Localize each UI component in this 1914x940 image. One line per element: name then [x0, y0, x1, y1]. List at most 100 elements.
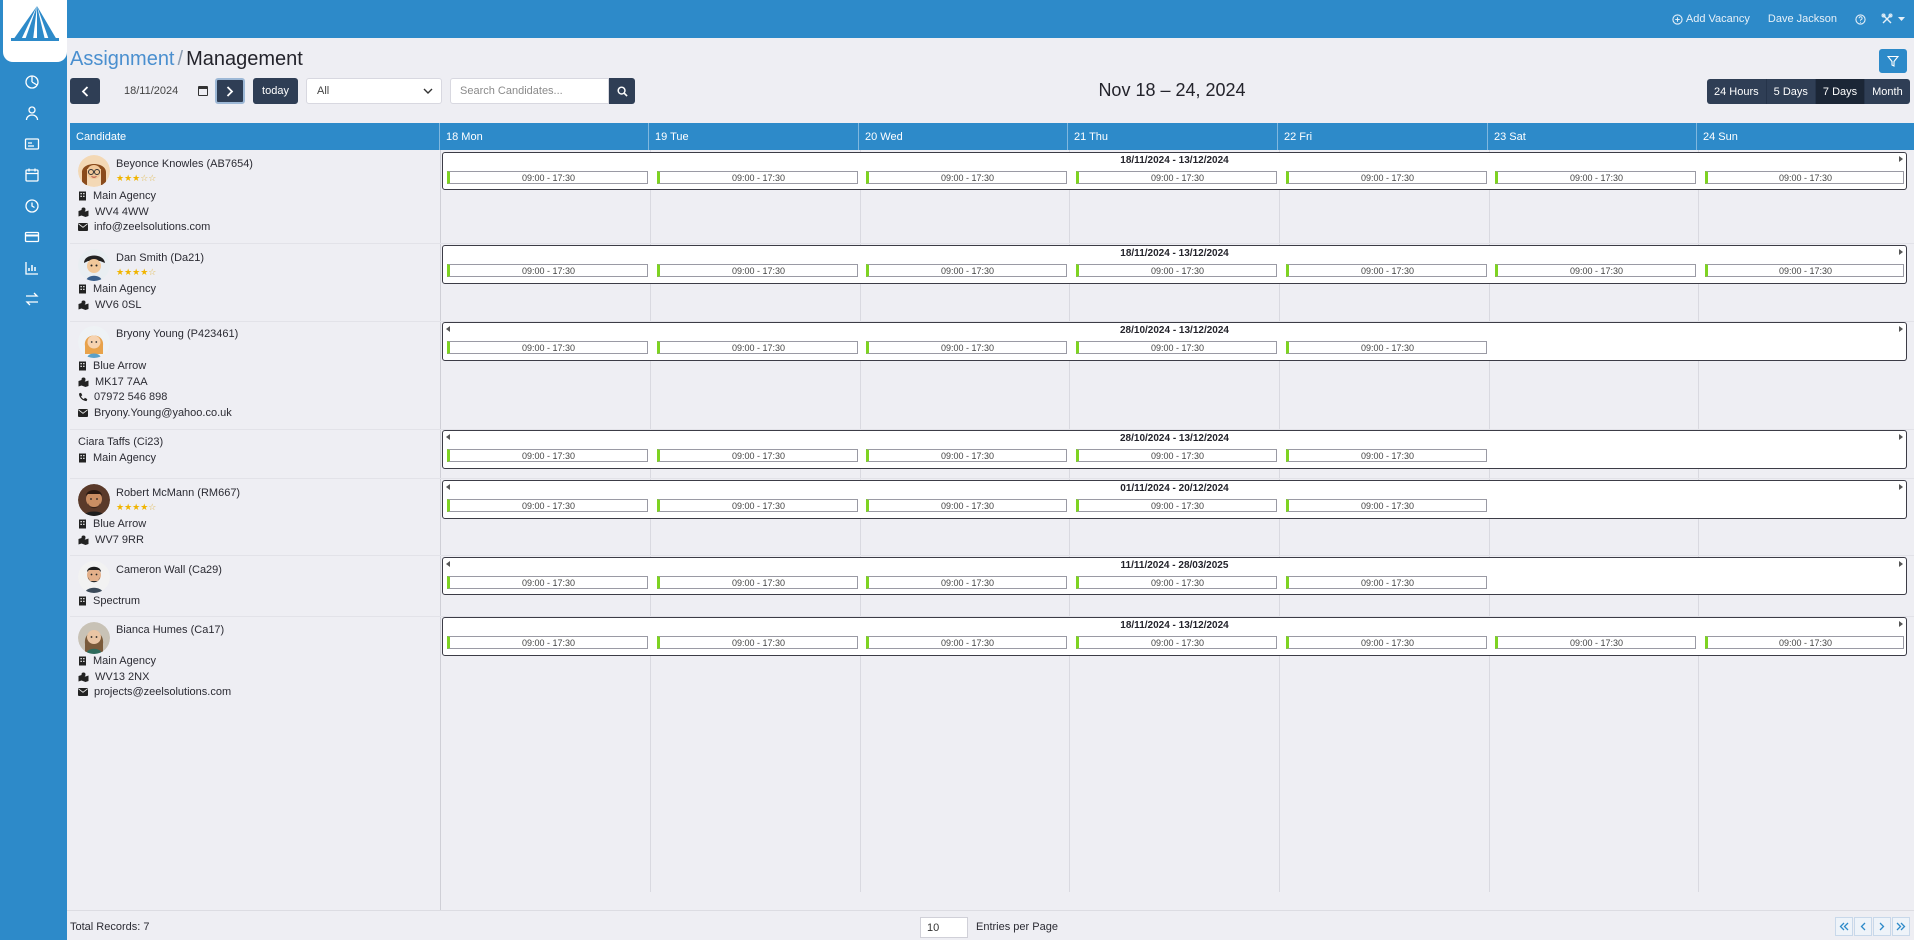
shift-block[interactable]: 09:00 - 17:30 — [1495, 171, 1696, 184]
shift-block[interactable]: 09:00 - 17:30 — [447, 499, 648, 512]
shift-block[interactable]: 09:00 - 17:30 — [1286, 576, 1487, 589]
shift-block[interactable]: 09:00 - 17:30 — [657, 499, 858, 512]
candidate-row[interactable]: Bryony Young (P423461) Blue Arrow MK17 7… — [70, 322, 440, 429]
candidate-name[interactable]: Beyonce Knowles (AB7654) — [116, 158, 253, 170]
shift-block[interactable]: 09:00 - 17:30 — [1495, 636, 1696, 649]
id-card-icon[interactable] — [24, 136, 40, 152]
shift-block[interactable]: 09:00 - 17:30 — [866, 171, 1067, 184]
prev-page-button[interactable] — [1854, 917, 1872, 936]
shift-block[interactable]: 09:00 - 17:30 — [657, 171, 858, 184]
clock-icon[interactable] — [24, 198, 40, 214]
next-page-button[interactable] — [1873, 917, 1891, 936]
assignment-bar[interactable]: 18/11/2024 - 13/12/2024 09:00 - 17:30 09… — [442, 245, 1907, 284]
candidate-row[interactable]: Bianca Humes (Ca17) Main Agency WV13 2NX… — [70, 617, 440, 707]
search-button[interactable] — [609, 78, 635, 104]
shift-block[interactable]: 09:00 - 17:30 — [1495, 264, 1696, 277]
view-5-days-button[interactable]: 5 Days — [1766, 79, 1816, 104]
shift-block[interactable]: 09:00 - 17:30 — [447, 264, 648, 277]
shift-block[interactable]: 09:00 - 17:30 — [447, 636, 648, 649]
shift-block[interactable]: 09:00 - 17:30 — [1286, 499, 1487, 512]
app-logo[interactable] — [3, 0, 67, 62]
assignment-bar[interactable]: 18/11/2024 - 13/12/2024 09:00 - 17:30 09… — [442, 152, 1907, 190]
email[interactable]: projects@zeelsolutions.com — [94, 686, 232, 698]
last-page-button[interactable] — [1892, 917, 1910, 936]
shift-block[interactable]: 09:00 - 17:30 — [447, 341, 648, 354]
search-input[interactable] — [450, 78, 609, 104]
shift-block[interactable]: 09:00 - 17:30 — [657, 636, 858, 649]
shift-block[interactable]: 09:00 - 17:30 — [866, 449, 1067, 462]
shift-block[interactable]: 09:00 - 17:30 — [1286, 341, 1487, 354]
calendar-picker-icon[interactable] — [198, 86, 208, 96]
assignment-bar[interactable]: 28/10/2024 - 13/12/2024 09:00 - 17:30 09… — [442, 430, 1907, 469]
chart-icon[interactable] — [24, 260, 40, 276]
transfer-icon[interactable] — [24, 291, 40, 307]
shift-block[interactable]: 09:00 - 17:30 — [1286, 449, 1487, 462]
shift-block[interactable]: 09:00 - 17:30 — [1705, 264, 1904, 277]
dashboard-icon[interactable] — [24, 74, 40, 90]
shift-block[interactable]: 09:00 - 17:30 — [657, 449, 858, 462]
shift-block[interactable]: 09:00 - 17:30 — [447, 449, 648, 462]
shift-block[interactable]: 09:00 - 17:30 — [1705, 171, 1904, 184]
shift-block[interactable]: 09:00 - 17:30 — [1286, 636, 1487, 649]
chevron-right-icon — [226, 85, 234, 97]
view-24-hours-button[interactable]: 24 Hours — [1707, 79, 1767, 104]
entries-per-page-input[interactable]: 10 — [920, 917, 968, 938]
shift-block[interactable]: 09:00 - 17:30 — [1705, 636, 1904, 649]
candidate-filter-select[interactable]: All — [306, 78, 442, 104]
filter-button[interactable] — [1879, 49, 1907, 73]
assignment-bar[interactable]: 01/11/2024 - 20/12/2024 09:00 - 17:30 09… — [442, 480, 1907, 519]
candidate-name[interactable]: Ciara Taffs (Ci23) — [78, 436, 164, 448]
shift-block[interactable]: 09:00 - 17:30 — [866, 499, 1067, 512]
candidate-name[interactable]: Bianca Humes (Ca17) — [116, 624, 225, 636]
phone[interactable]: 07972 546 898 — [94, 391, 168, 403]
shift-block[interactable]: 09:00 - 17:30 — [657, 576, 858, 589]
view-7-days-button[interactable]: 7 Days — [1815, 79, 1866, 104]
shift-block[interactable]: 09:00 - 17:30 — [1076, 499, 1277, 512]
candidate-name[interactable]: Dan Smith (Da21) — [116, 252, 205, 264]
shift-block[interactable]: 09:00 - 17:30 — [447, 171, 648, 184]
candidate-row[interactable]: Ciara Taffs (Ci23) Main Agency — [70, 430, 440, 478]
email[interactable]: info@zeelsolutions.com — [94, 221, 211, 233]
view-month-button[interactable]: Month — [1865, 79, 1910, 104]
breadcrumb-assignment-link[interactable]: Assignment — [70, 48, 175, 70]
shift-block[interactable]: 09:00 - 17:30 — [866, 636, 1067, 649]
help-button[interactable] — [1855, 13, 1869, 25]
candidate-name[interactable]: Bryony Young (P423461) — [116, 328, 239, 340]
candidate-row[interactable]: Beyonce Knowles (AB7654) ★★★☆☆ Main Agen… — [70, 150, 440, 243]
shift-block[interactable]: 09:00 - 17:30 — [657, 264, 858, 277]
today-button[interactable]: today — [253, 78, 298, 104]
shift-block[interactable]: 09:00 - 17:30 — [1076, 264, 1277, 277]
assignment-bar[interactable]: 11/11/2024 - 28/03/2025 09:00 - 17:30 09… — [442, 557, 1907, 595]
assignment-bar[interactable]: 18/11/2024 - 13/12/2024 09:00 - 17:30 09… — [442, 617, 1907, 656]
candidate-name[interactable]: Cameron Wall (Ca29) — [116, 564, 222, 576]
postcode: WV13 2NX — [95, 671, 150, 683]
first-page-button[interactable] — [1835, 917, 1853, 936]
calendar-icon[interactable] — [24, 167, 40, 183]
shift-block[interactable]: 09:00 - 17:30 — [1076, 341, 1277, 354]
assignment-bar[interactable]: 28/10/2024 - 13/12/2024 09:00 - 17:30 09… — [442, 322, 1907, 361]
prev-week-button[interactable] — [70, 78, 100, 104]
credit-card-icon[interactable] — [24, 229, 40, 245]
shift-block[interactable]: 09:00 - 17:30 — [1076, 576, 1277, 589]
shift-block[interactable]: 09:00 - 17:30 — [866, 341, 1067, 354]
shift-block[interactable]: 09:00 - 17:30 — [1286, 264, 1487, 277]
shift-block[interactable]: 09:00 - 17:30 — [657, 341, 858, 354]
email[interactable]: Bryony.Young@yahoo.co.uk — [94, 407, 232, 419]
user-menu[interactable]: Dave Jackson — [1768, 13, 1837, 25]
candidate-name[interactable]: Robert McMann (RM667) — [116, 487, 241, 499]
candidate-row[interactable]: Dan Smith (Da21) ★★★★☆ Main Agency WV6 0… — [70, 244, 440, 321]
shift-block[interactable]: 09:00 - 17:30 — [1076, 449, 1277, 462]
shift-block[interactable]: 09:00 - 17:30 — [866, 264, 1067, 277]
user-icon[interactable] — [24, 105, 40, 121]
shift-block[interactable]: 09:00 - 17:30 — [1076, 171, 1277, 184]
shift-block[interactable]: 09:00 - 17:30 — [1286, 171, 1487, 184]
shift-block[interactable]: 09:00 - 17:30 — [866, 576, 1067, 589]
add-vacancy-button[interactable]: Add Vacancy — [1672, 13, 1750, 25]
shift-block[interactable]: 09:00 - 17:30 — [447, 576, 648, 589]
date-picker-input[interactable]: 18/11/2024 — [106, 78, 212, 104]
next-week-button[interactable] — [215, 78, 245, 104]
candidate-row[interactable]: Cameron Wall (Ca29) Spectrum — [70, 556, 440, 616]
settings-menu-button[interactable] — [1881, 13, 1908, 25]
shift-block[interactable]: 09:00 - 17:30 — [1076, 636, 1277, 649]
candidate-row[interactable]: Robert McMann (RM667) ★★★★☆ Blue Arrow W… — [70, 479, 440, 555]
